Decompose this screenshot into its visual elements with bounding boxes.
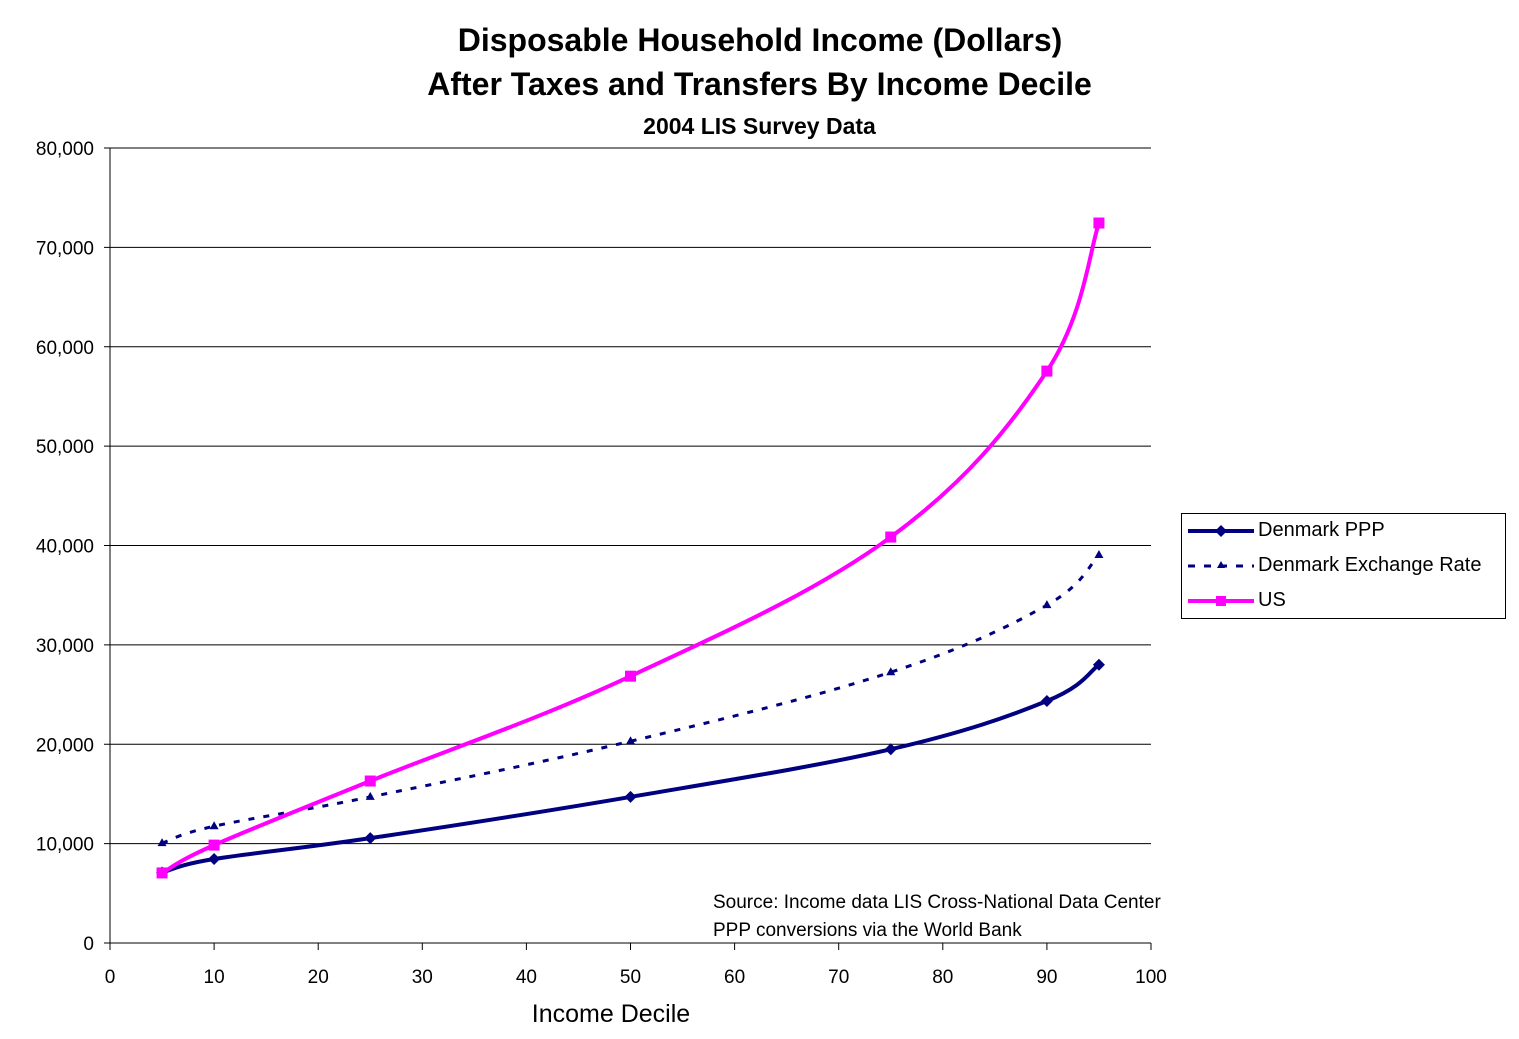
- diamond-marker-icon: [624, 790, 637, 803]
- source-line-2: PPP conversions via the World Bank: [713, 920, 1022, 941]
- series-denmark-ppp: [156, 658, 1105, 879]
- y-tick-label: 60,000: [36, 338, 94, 359]
- gridlines: [110, 147, 1151, 845]
- x-tick-label: 90: [1036, 967, 1057, 988]
- y-tick-label: 40,000: [36, 537, 94, 558]
- x-tick-label: 20: [308, 967, 329, 988]
- y-tick-label: 0: [83, 934, 94, 955]
- legend-label: Denmark PPP: [1258, 519, 1385, 541]
- y-tick-label: 50,000: [36, 437, 94, 458]
- square-marker-icon: [1041, 365, 1053, 377]
- legend-label: US: [1258, 589, 1286, 611]
- triangle-marker-icon: [157, 838, 167, 847]
- triangle-marker-icon: [626, 736, 635, 745]
- data-series: [156, 217, 1105, 879]
- series-denmark-exchange-rate: [157, 549, 1104, 847]
- chart-title-line2: After Taxes and Transfers By Income Deci…: [427, 66, 1092, 102]
- diamond-marker-icon: [1188, 525, 1254, 537]
- x-tick-label: 40: [516, 967, 537, 988]
- triangle-marker-icon: [209, 821, 219, 830]
- x-tick-label: 100: [1135, 967, 1167, 988]
- chart-subtitle: 2004 LIS Survey Data: [643, 113, 876, 139]
- source-note: Source: Income data LIS Cross-National D…: [713, 889, 1161, 945]
- y-tick-label: 70,000: [36, 238, 94, 259]
- y-tick-label: 10,000: [36, 835, 94, 856]
- legend-label: Denmark Exchange Rate: [1258, 554, 1482, 576]
- square-marker-icon: [1093, 217, 1105, 229]
- y-tick-label: 30,000: [36, 636, 94, 657]
- y-tick-label: 20,000: [36, 735, 94, 756]
- x-tick-label: 70: [828, 967, 849, 988]
- square-marker-icon: [208, 839, 220, 851]
- x-tick-label: 0: [105, 967, 116, 988]
- y-tick-label: 80,000: [36, 139, 94, 160]
- diamond-marker-icon: [1040, 695, 1053, 708]
- diamond-marker-icon: [364, 832, 377, 845]
- triangle-marker-icon: [886, 667, 896, 676]
- legend: Denmark PPP Denmark Exchange Rate US: [1181, 513, 1506, 619]
- triangle-marker-icon: [1094, 549, 1104, 558]
- series-us: [156, 217, 1105, 879]
- square-marker-icon: [625, 670, 636, 682]
- diamond-marker-icon: [208, 853, 221, 866]
- diamond-marker-icon: [884, 743, 897, 756]
- square-marker-icon: [885, 531, 897, 543]
- triangle-marker-icon: [365, 791, 375, 800]
- source-line-1: Source: Income data LIS Cross-National D…: [713, 892, 1161, 913]
- legend-item-us: US: [1182, 584, 1505, 618]
- square-marker-icon: [364, 775, 376, 787]
- x-axis-title: Income Decile: [532, 1000, 690, 1028]
- legend-item-denmark-exchange-rate: Denmark Exchange Rate: [1182, 549, 1505, 583]
- triangle-marker-icon: [1188, 561, 1254, 568]
- x-tick-label: 30: [412, 967, 433, 988]
- chart-title-line1: Disposable Household Income (Dollars): [457, 22, 1063, 58]
- x-tick-label: 80: [932, 967, 953, 988]
- x-tick-label: 50: [620, 967, 641, 988]
- square-marker-icon: [1188, 596, 1254, 606]
- legend-item-denmark-ppp: Denmark PPP: [1182, 514, 1505, 548]
- x-tick-label: 60: [724, 967, 745, 988]
- square-marker-icon: [156, 867, 168, 879]
- x-tick-label: 10: [204, 967, 225, 988]
- diamond-marker-icon: [1092, 658, 1105, 671]
- triangle-marker-icon: [1042, 600, 1052, 609]
- axes: 0 10,000 20,000 30,000 40,000 50,000 60,000 70,…: [36, 139, 1167, 1028]
